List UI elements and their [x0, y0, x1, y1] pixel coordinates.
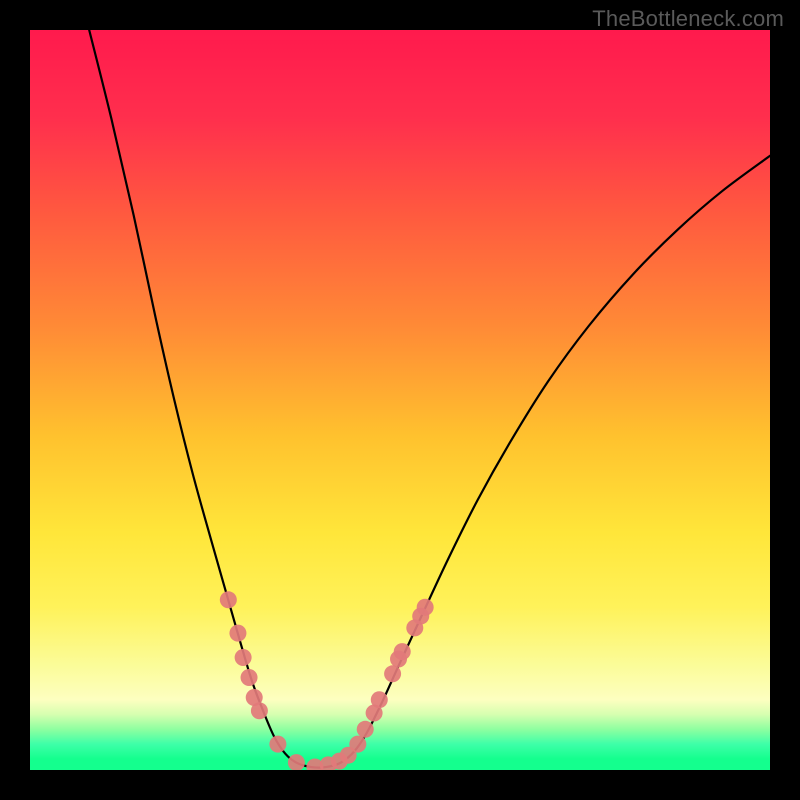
chart-plot-area [30, 30, 770, 770]
data-marker [220, 591, 237, 608]
chart-svg [30, 30, 770, 770]
data-marker [349, 736, 366, 753]
chart-frame: TheBottleneck.com [0, 0, 800, 800]
data-marker [394, 643, 411, 660]
data-marker [417, 599, 434, 616]
data-marker [384, 665, 401, 682]
watermark-text: TheBottleneck.com [592, 6, 784, 32]
data-marker [235, 649, 252, 666]
data-marker [269, 736, 286, 753]
data-marker [251, 702, 268, 719]
data-marker [229, 625, 246, 642]
data-marker [357, 721, 374, 738]
data-marker [241, 669, 258, 686]
data-marker [371, 691, 388, 708]
